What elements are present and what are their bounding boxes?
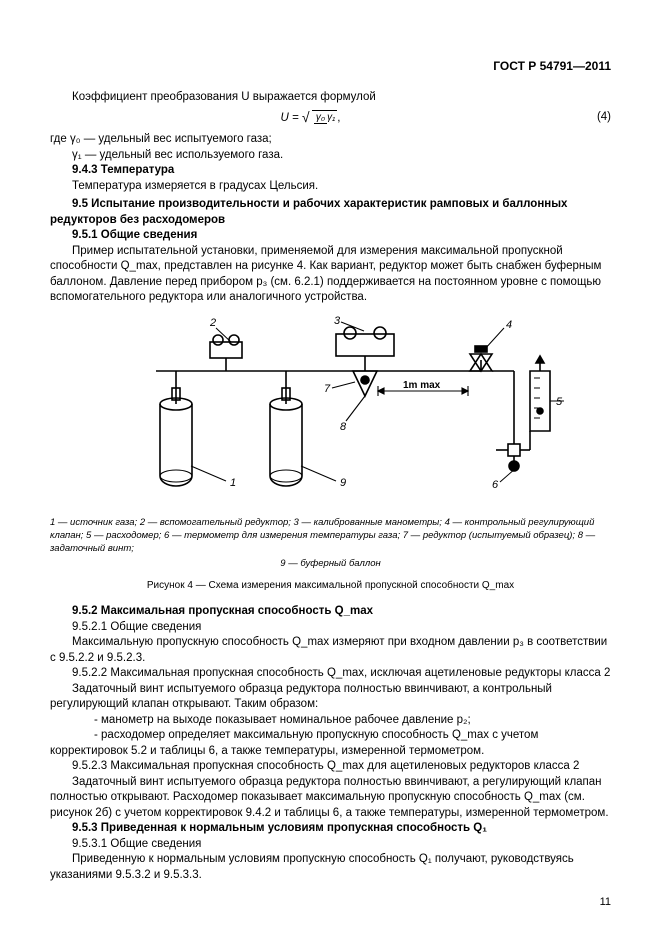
list-item-2: - расходомер определяет максимальную про… [50, 728, 611, 759]
dimension-label: 1m max [403, 380, 441, 391]
figure-legend-1: 1 — источник газа; 2 — вспомогательный р… [50, 517, 611, 555]
callout-2: 2 [209, 317, 216, 329]
section-9-5-2-2: 9.5.2.2 Максимальная пропускная способно… [50, 666, 611, 682]
section-9-5-2-1: 9.5.2.1 Общие сведения [50, 620, 611, 636]
intro-paragraph: Коэффициент преобразования U выражается … [50, 90, 611, 106]
list-item-1: - манометр на выходе показывает номиналь… [50, 713, 611, 729]
section-9-5-2-3-body: Задаточный винт испытуемого образца реду… [50, 775, 611, 822]
section-9-5-1-title: 9.5.1 Общие сведения [50, 228, 611, 244]
figure-4: 1 2 3 4 5 6 7 8 9 1m max [50, 316, 611, 512]
section-9-5-3-1-body: Приведенную к нормальным условиям пропус… [50, 852, 611, 883]
section-9-5-3-title: 9.5.3 Приведенная к нормальным условиям … [50, 821, 611, 837]
equation-4: U = γ₀γ₁, (4) [50, 110, 611, 127]
section-9-5-2-title: 9.5.2 Максимальная пропускная способност… [50, 604, 611, 620]
section-9-4-3-title: 9.4.3 Температура [50, 163, 611, 179]
callout-1: 1 [230, 477, 236, 489]
figure-caption: Рисунок 4 — Схема измерения максимальной… [50, 579, 611, 593]
section-9-5-2-3: 9.5.2.3 Максимальная пропускная способно… [50, 759, 611, 775]
page: ГОСТ Р 54791—2011 Коэффициент преобразов… [0, 0, 661, 936]
equation-body: U = γ₀γ₁, [50, 110, 571, 127]
figure-legend-2: 9 — буферный баллон [50, 558, 611, 571]
eq-lhs: U = [281, 112, 299, 124]
section-9-5-2-2-body: Задаточный винт испытуемого образца реду… [50, 682, 611, 713]
section-9-4-3-body: Температура измеряется в градусах Цельси… [50, 179, 611, 195]
section-9-5-title: 9.5 Испытание производительности и рабоч… [50, 197, 611, 228]
figure-4-svg: 1 2 3 4 5 6 7 8 9 1m max [96, 316, 566, 506]
callout-7: 7 [324, 383, 331, 395]
section-9-5-1-body: Пример испытательной установки, применяе… [50, 244, 611, 306]
callout-5: 5 [556, 396, 563, 408]
equation-number: (4) [571, 110, 611, 126]
page-number: 11 [600, 895, 611, 910]
callout-8: 8 [340, 421, 347, 433]
section-9-5-2-1-body: Максимальную пропускную способность Q_ma… [50, 635, 611, 666]
section-9-5-3-1: 9.5.3.1 Общие сведения [50, 837, 611, 853]
eq-frac-den: γ₁ [327, 112, 335, 123]
eq-frac-num: γ₀ [314, 112, 327, 124]
callout-6: 6 [492, 479, 499, 491]
callout-3: 3 [334, 316, 341, 327]
callout-9: 9 [340, 477, 346, 489]
where-line-1: где γ₀ — удельный вес испытуемого газа; [50, 132, 611, 148]
standard-header: ГОСТ Р 54791—2011 [50, 58, 611, 74]
where-line-2: γ₁ — удельный вес используемого газа. [50, 148, 611, 164]
callout-4: 4 [506, 319, 512, 331]
